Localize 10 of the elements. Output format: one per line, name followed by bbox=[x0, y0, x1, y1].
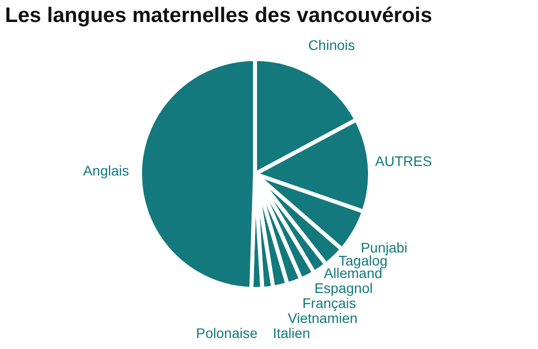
slice-label: Vietnamien bbox=[288, 310, 358, 326]
slice-label: Anglais bbox=[83, 162, 129, 179]
chart-title: Les langues maternelles des vancouvérois bbox=[5, 4, 432, 27]
slice-label: Espagnol bbox=[314, 280, 373, 296]
slice-label: Polonaise bbox=[196, 325, 258, 342]
slice-label: Français bbox=[302, 295, 356, 312]
slice-label: Italien bbox=[272, 325, 310, 342]
slice-label: Chinois bbox=[308, 37, 355, 54]
slice-label: AUTRES bbox=[375, 153, 432, 170]
slice-label: Punjabi bbox=[360, 240, 408, 256]
